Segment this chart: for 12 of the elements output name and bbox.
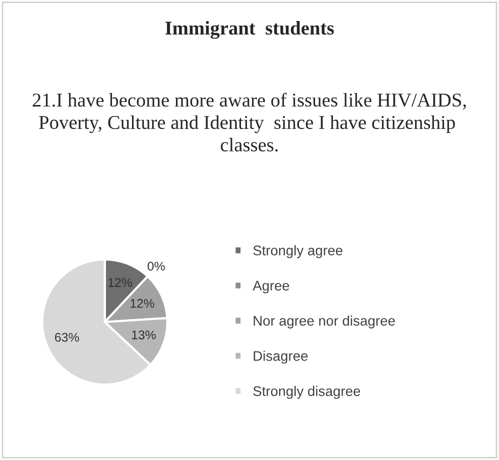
data-label: 13% bbox=[132, 330, 156, 340]
legend-label: Disagree bbox=[254, 350, 308, 364]
chart-title: Immigrant students bbox=[165, 21, 334, 39]
text: 0% bbox=[148, 262, 165, 271]
legend-label: Strongly agree bbox=[253, 245, 342, 258]
legend-label: Agree bbox=[252, 280, 290, 294]
chart-subtitle: 21.I have become more aware of issues like HIV/AIDS, Poverty, Culture and Identity since I have citizenship classes. bbox=[32, 92, 466, 152]
data-label: 12% bbox=[108, 278, 132, 287]
legend-label: Strongly disagree bbox=[253, 386, 360, 399]
legend-label: Nor agree nor disagree bbox=[254, 316, 395, 328]
data-label: 12% bbox=[130, 298, 154, 308]
data-label: 63% bbox=[55, 332, 79, 342]
